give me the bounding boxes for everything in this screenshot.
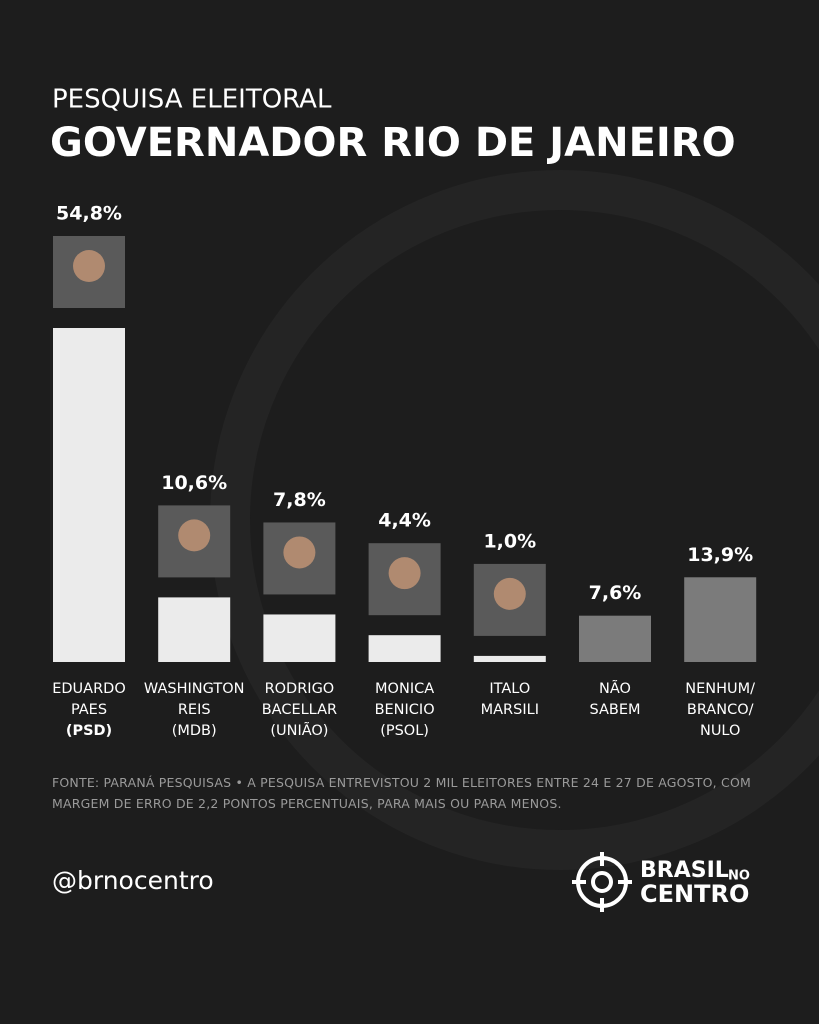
source-note: FONTE: PARANÁ PESQUISAS • A PESQUISA ENT… [52,775,751,811]
x-tick-label: NENHUM/ [685,681,755,697]
social-handle: @brnocentro [52,866,214,895]
x-tick-label: BACELLAR [262,702,337,718]
x-tick-label: EDUARDO [52,681,126,697]
value-label: 10,6% [161,472,227,494]
candidate-photo-face [178,519,211,552]
bar [368,635,441,662]
value-label: 7,8% [273,489,326,511]
logo-text: NO [728,869,750,884]
chart-title: GOVERNADOR RIO DE JANEIRO [50,120,736,166]
x-tick-label: (MDB) [172,723,217,739]
chart-subtitle: PESQUISA ELEITORAL [52,85,332,115]
value-label: 1,0% [483,530,536,552]
candidate-photo-face [388,557,421,590]
x-tick-label: NULO [700,723,740,739]
x-tick-label: MONICA [375,681,434,697]
bar [473,655,546,662]
bar [684,577,757,662]
value-label: 4,4% [378,510,431,532]
bar [158,597,231,662]
bar [53,328,125,662]
x-tick-label: BRANCO/ [687,702,754,718]
candidate-photo-face [493,577,526,610]
bar [579,615,651,662]
x-tick-label: (UNIÃO) [270,722,328,739]
bar [263,614,336,662]
x-tick-label: (PSD) [66,723,112,739]
x-tick-label: NÃO [599,680,631,697]
x-tick-label: (PSOL) [380,723,429,739]
x-tick-label: PAES [71,702,107,718]
background-emblem [210,170,819,870]
x-tick-label: ITALO [489,681,530,697]
x-tick-label: RODRIGO [265,681,335,697]
candidate-photo-face [283,536,316,569]
x-tick-label: MARSILI [481,702,539,718]
x-tick-label: WASHINGTON [144,681,245,697]
x-tick-label: SABEM [589,702,640,718]
value-label: 13,9% [687,544,753,566]
x-tick-label: REIS [178,702,211,718]
logo-icon [572,852,632,912]
candidate-photo-face [73,250,105,282]
logo-text: CENTRO [640,880,749,908]
x-tick-label: BENICIO [375,702,435,718]
value-label: 54,8% [56,203,122,225]
logo-text: BRASIL [640,858,729,883]
value-label: 7,6% [589,582,642,604]
